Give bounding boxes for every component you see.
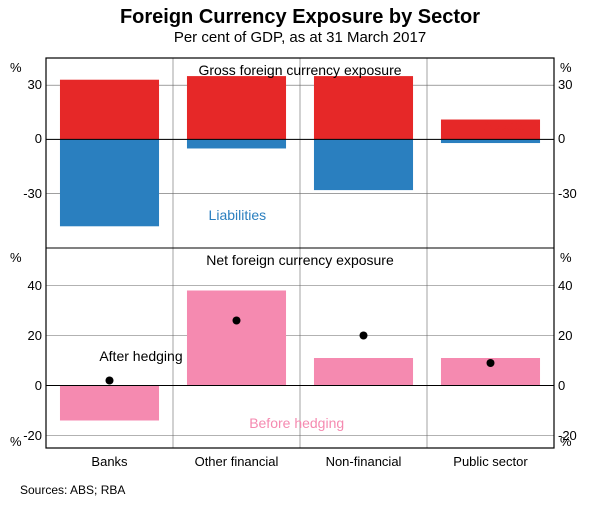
unit-right-2: % xyxy=(560,250,572,265)
panel2-label: Net foreign currency exposure xyxy=(46,252,554,268)
unit-left-1: % xyxy=(10,60,22,75)
ytick-left: 40 xyxy=(8,278,42,293)
marker-after xyxy=(233,317,241,325)
bar-before xyxy=(187,291,286,386)
unit-left-2: % xyxy=(10,250,22,265)
ytick-right: 30 xyxy=(558,77,592,92)
marker-after xyxy=(360,332,368,340)
bar-liabilities xyxy=(314,139,413,190)
bar-liabilities xyxy=(441,139,540,143)
ytick-right: 0 xyxy=(558,378,592,393)
ytick-left: -30 xyxy=(8,186,42,201)
label-assets: Assets xyxy=(483,117,525,133)
bar-before xyxy=(60,386,159,421)
ytick-right: -30 xyxy=(558,186,592,201)
sources-text: Sources: ABS; RBA xyxy=(20,483,125,497)
category-label: Public sector xyxy=(427,454,554,469)
category-label: Non-financial xyxy=(300,454,427,469)
bar-liabilities xyxy=(60,139,159,226)
label-after: After hedging xyxy=(99,348,182,364)
unit-left-bot: % xyxy=(10,434,22,449)
panel1-label: Gross foreign currency exposure xyxy=(46,62,554,78)
ytick-right: 0 xyxy=(558,131,592,146)
marker-after xyxy=(487,359,495,367)
unit-right-1: % xyxy=(560,60,572,75)
bar-liabilities xyxy=(187,139,286,148)
bar-assets xyxy=(60,80,159,140)
ytick-left: 0 xyxy=(8,131,42,146)
label-liabilities: Liabilities xyxy=(209,207,267,223)
bar-before xyxy=(314,358,413,386)
ytick-left: 0 xyxy=(8,378,42,393)
ytick-left: 20 xyxy=(8,328,42,343)
label-before: Before hedging xyxy=(249,415,344,431)
category-label: Banks xyxy=(46,454,173,469)
ytick-right: 40 xyxy=(558,278,592,293)
marker-after xyxy=(106,377,114,385)
ytick-right: 20 xyxy=(558,328,592,343)
unit-right-bot: % xyxy=(560,434,572,449)
bar-assets xyxy=(314,76,413,139)
ytick-left: 30 xyxy=(8,77,42,92)
bar-assets xyxy=(187,76,286,139)
category-label: Other financial xyxy=(173,454,300,469)
